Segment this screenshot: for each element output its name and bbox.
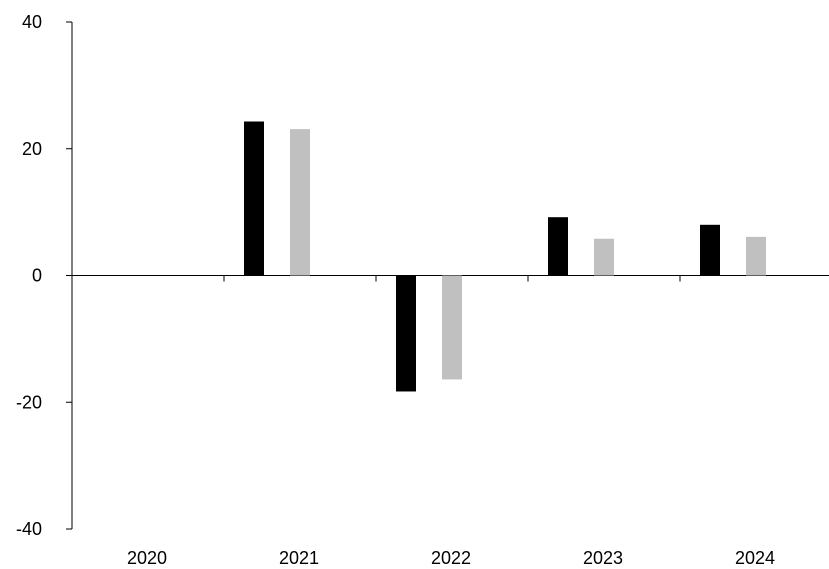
y-tick-label: 40: [22, 12, 42, 32]
x-tick-label: 2022: [431, 548, 471, 568]
bar: [594, 238, 614, 276]
y-tick-label: 20: [22, 139, 42, 159]
y-tick-label: 0: [32, 266, 42, 286]
y-tick-label: -40: [16, 519, 42, 539]
bar: [442, 275, 462, 380]
bar: [244, 121, 264, 276]
bar: [396, 275, 416, 392]
x-tick-label: 2021: [279, 548, 319, 568]
x-tick-label: 2023: [583, 548, 623, 568]
bar: [290, 129, 310, 276]
x-tick-label: 2020: [127, 548, 167, 568]
y-tick-label: -20: [16, 392, 42, 412]
x-tick-label: 2024: [735, 548, 775, 568]
bar: [548, 217, 568, 276]
bar: [746, 236, 766, 276]
bar: [700, 224, 720, 276]
